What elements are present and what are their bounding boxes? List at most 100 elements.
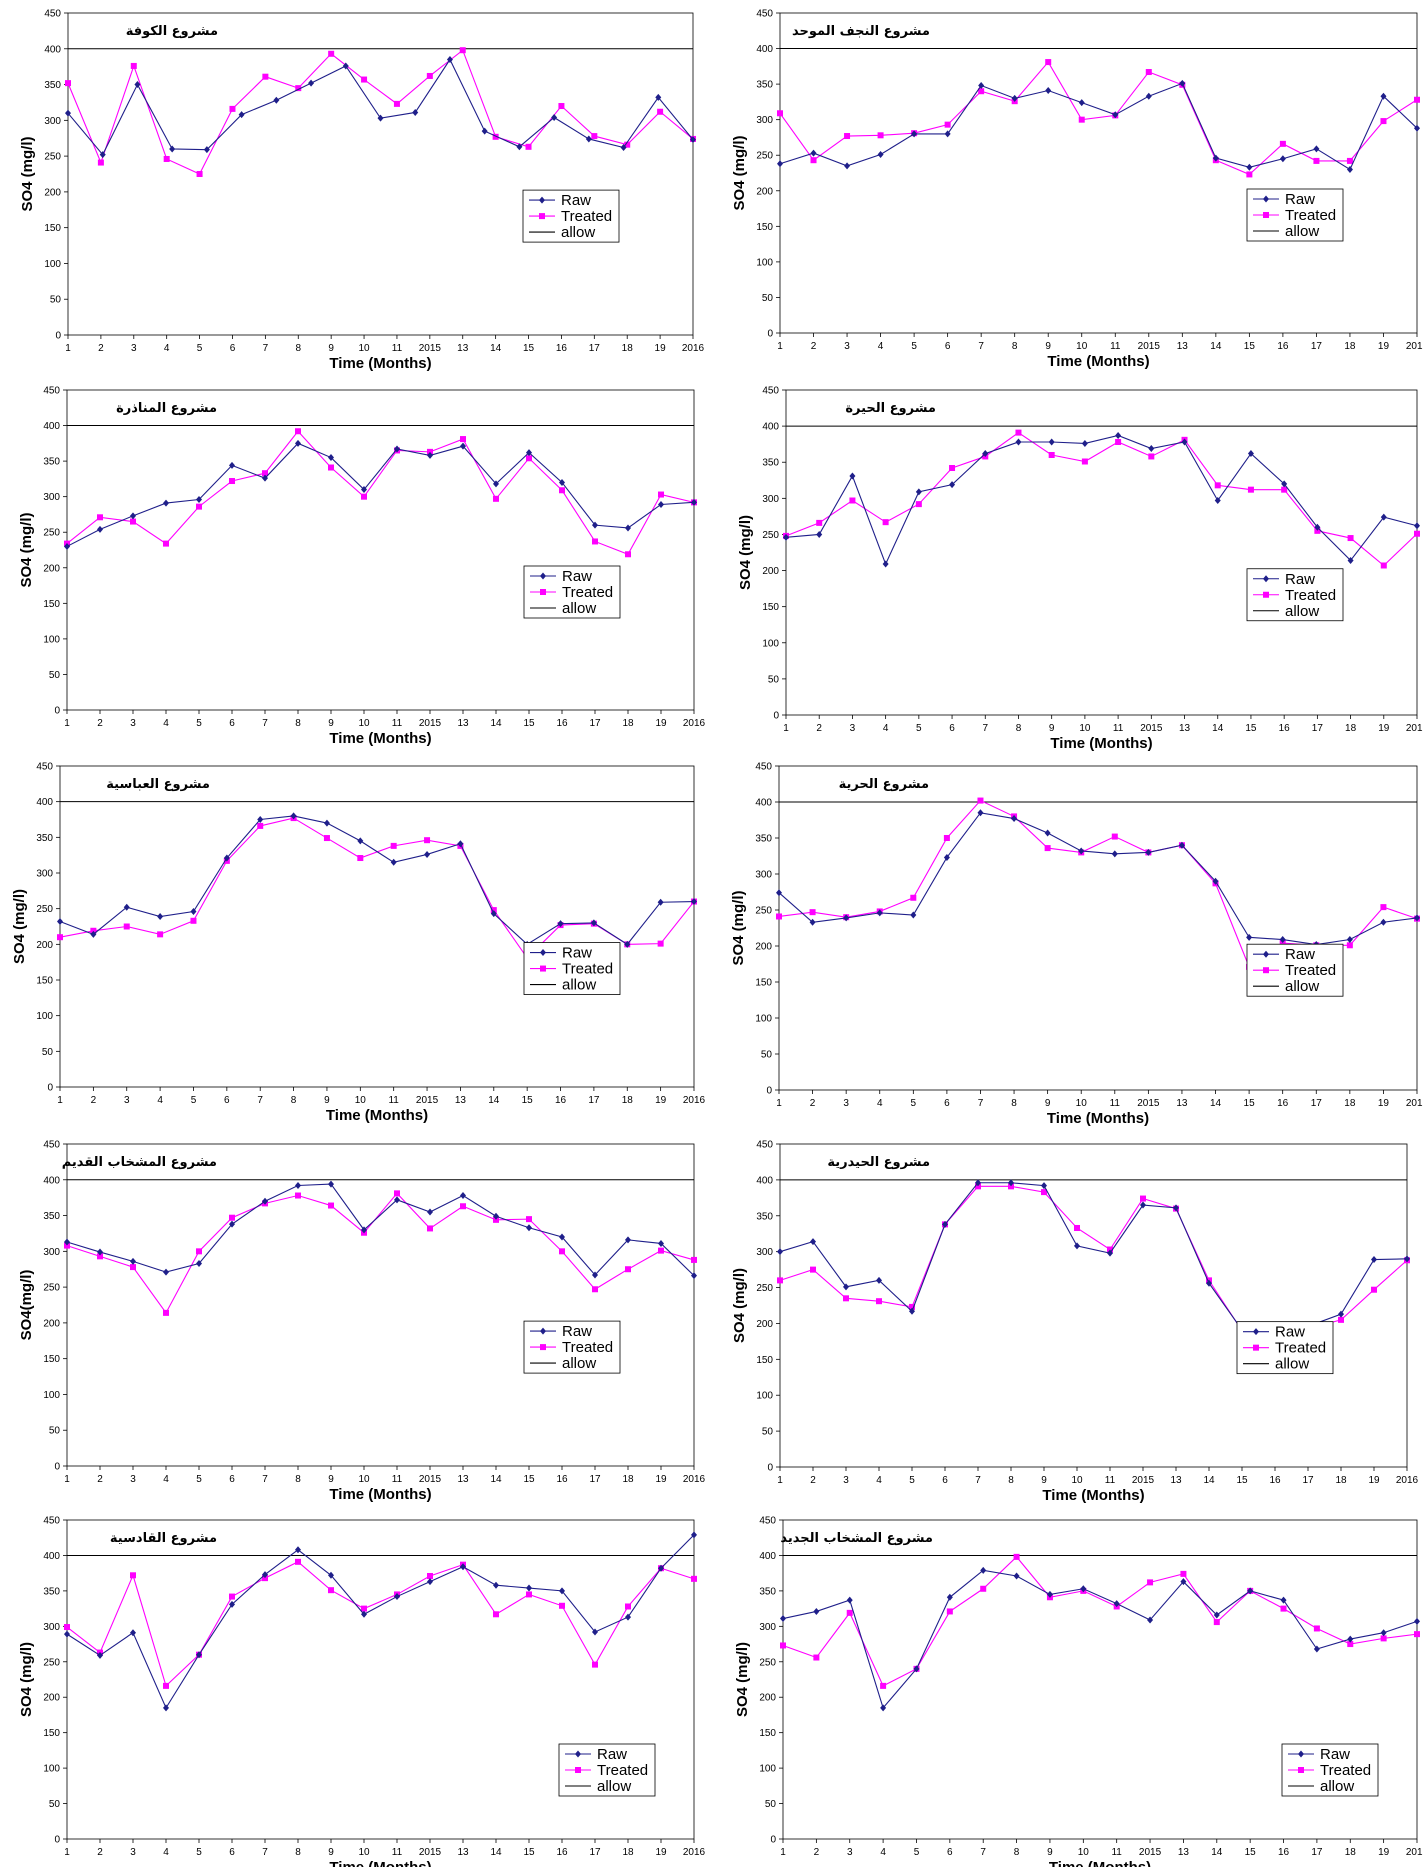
x-tick-label: 10 bbox=[1071, 1475, 1083, 1486]
y-axis-title: SO4 (mg/l) bbox=[731, 135, 748, 210]
series-treated-point bbox=[591, 133, 598, 140]
series-treated-point bbox=[361, 493, 367, 500]
series-treated-point bbox=[1414, 1631, 1420, 1638]
x-tick-label: 5 bbox=[191, 1095, 197, 1106]
y-tick-label: 300 bbox=[43, 1247, 60, 1258]
x-tick-label: 2016 bbox=[683, 1474, 706, 1485]
y-tick-label: 100 bbox=[43, 1390, 60, 1401]
x-tick-label: 3 bbox=[844, 341, 850, 352]
x-tick-label: 6 bbox=[229, 1847, 235, 1858]
series-treated-point bbox=[295, 1558, 301, 1565]
y-tick-label: 100 bbox=[43, 634, 60, 645]
x-tick-label: 17 bbox=[1311, 1098, 1323, 1109]
series-raw-point bbox=[357, 837, 364, 845]
series-raw-line bbox=[67, 58, 694, 156]
x-tick-label: 8 bbox=[295, 718, 301, 729]
series-raw-point bbox=[624, 940, 631, 948]
chart-panel-10: 0 50 100 150 200 250 300 350 400 450 1 2 3 4 5 6 7 8 9 10 11… bbox=[710, 1506, 1423, 1867]
x-tick-label: 18 bbox=[622, 1474, 634, 1485]
x-tick-label: 2015 bbox=[419, 343, 442, 354]
series-treated-point bbox=[975, 1183, 981, 1190]
x-tick-label: 19 bbox=[655, 1095, 667, 1106]
y-tick-label: 50 bbox=[50, 295, 62, 306]
x-tick-label: 6 bbox=[942, 1475, 948, 1486]
series-treated-point bbox=[459, 47, 466, 54]
x-tick-label: 11 bbox=[392, 718, 403, 729]
y-tick-label: 150 bbox=[756, 222, 773, 233]
x-tick-label: 5 bbox=[916, 723, 922, 734]
x-tick-label: 18 bbox=[1335, 1475, 1347, 1486]
y-tick-label: 450 bbox=[759, 1516, 776, 1527]
y-axis-title: SO4 (mg/l) bbox=[737, 515, 754, 590]
x-tick-label: 14 bbox=[1210, 1098, 1222, 1109]
series-treated-point bbox=[909, 1303, 915, 1310]
chart-svg: 0 50 100 150 200 250 300 350 400 450 1 2 3 4 5 6 7 8 9 10 11… bbox=[18, 386, 706, 748]
x-tick-label: 2016 bbox=[682, 343, 705, 354]
chart-panel-7: 0 50 100 150 200 250 300 350 400 450 1 2 3 4 5 6 7 8 9 10 11… bbox=[0, 1130, 706, 1504]
y-tick-label: 200 bbox=[43, 563, 60, 574]
x-tick-label: 4 bbox=[163, 718, 169, 729]
legend-label-raw: Raw bbox=[562, 1323, 592, 1340]
x-tick-label: 14 bbox=[488, 1095, 500, 1106]
x-tick-label: 4 bbox=[157, 1095, 163, 1106]
y-tick-label: 50 bbox=[49, 670, 61, 681]
y-axis-title: SO4 (mg/l) bbox=[18, 1642, 35, 1717]
series-raw-point bbox=[1015, 438, 1022, 446]
series-treated-point bbox=[1147, 1579, 1154, 1586]
series-treated-point bbox=[658, 1247, 664, 1254]
legend-label-treated: Treated bbox=[1285, 207, 1336, 224]
series-treated-point bbox=[1008, 1183, 1014, 1190]
series-raw-point bbox=[262, 474, 268, 482]
series-raw-point bbox=[915, 488, 922, 496]
series-raw-point bbox=[946, 1593, 953, 1601]
x-tick-label: 17 bbox=[589, 343, 601, 354]
series-treated-point bbox=[949, 465, 956, 471]
y-tick-label: 0 bbox=[767, 1463, 773, 1474]
x-tick-label: 6 bbox=[944, 1098, 950, 1109]
series-raw-point bbox=[1011, 815, 1018, 823]
x-tick-label: 16 bbox=[556, 718, 568, 729]
y-tick-label: 100 bbox=[762, 638, 779, 649]
series-raw-point bbox=[1046, 1590, 1053, 1598]
y-tick-label: 50 bbox=[42, 1047, 54, 1058]
series-raw-point bbox=[691, 1272, 697, 1280]
series-treated-point bbox=[163, 1309, 169, 1316]
series-treated-point bbox=[880, 1682, 887, 1689]
x-tick-label: 10 bbox=[1078, 1847, 1090, 1858]
series-treated-point bbox=[977, 797, 984, 804]
x-tick-label: 6 bbox=[230, 343, 236, 354]
series-raw-point bbox=[460, 1192, 466, 1200]
series-treated-line bbox=[66, 430, 695, 555]
series-raw-point bbox=[328, 1180, 334, 1188]
series-treated-point bbox=[97, 514, 103, 521]
series-treated-point bbox=[64, 1242, 70, 1249]
series-treated-point bbox=[526, 455, 532, 462]
series-raw-point bbox=[1179, 79, 1186, 87]
series-raw-point bbox=[163, 1704, 169, 1712]
series-raw-point bbox=[196, 1259, 202, 1267]
plot-frame bbox=[59, 765, 695, 1088]
series-treated-point bbox=[592, 1661, 598, 1668]
series-raw-point bbox=[290, 812, 297, 820]
series-raw-point bbox=[394, 1593, 400, 1601]
series-raw-point bbox=[130, 512, 136, 520]
series-treated-line bbox=[779, 61, 1418, 176]
x-axis-title: Time (Months) bbox=[329, 1486, 431, 1503]
y-tick-label: 50 bbox=[768, 674, 780, 685]
y-tick-label: 350 bbox=[762, 458, 779, 469]
x-tick-label: 7 bbox=[978, 341, 984, 352]
x-tick-label: 5 bbox=[911, 341, 917, 352]
y-tick-label: 0 bbox=[54, 706, 60, 717]
y-tick-label: 0 bbox=[55, 331, 61, 342]
series-treated-point bbox=[393, 100, 400, 107]
x-tick-label: 11 bbox=[1111, 1847, 1122, 1858]
x-tick-label: 15 bbox=[1245, 723, 1257, 734]
series-raw-point bbox=[295, 1546, 301, 1554]
series-treated-point bbox=[691, 1575, 697, 1582]
y-tick-label: 150 bbox=[36, 976, 53, 987]
legend-label-allow: allow bbox=[597, 1778, 631, 1795]
x-tick-label: 7 bbox=[262, 1847, 268, 1858]
x-tick-label: 10 bbox=[358, 343, 370, 354]
legend-label-raw: Raw bbox=[1285, 946, 1315, 963]
series-treated-point bbox=[394, 1190, 400, 1197]
